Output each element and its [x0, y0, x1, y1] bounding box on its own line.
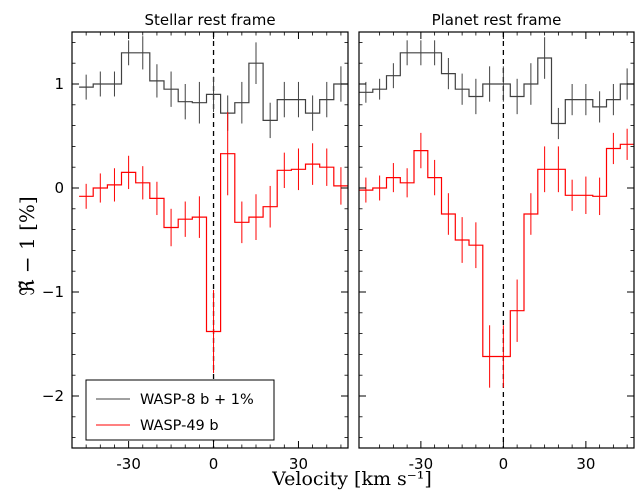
x-tick-label: 0: [499, 455, 509, 473]
y-tick-label: 0: [54, 179, 64, 197]
panel-title: Stellar rest frame: [144, 11, 275, 29]
panel-planet-rest-frame: Planet rest frame -30 0 30: [358, 11, 635, 473]
x-tick-label: 30: [576, 455, 595, 473]
legend-label-wasp8: WASP-8 b + 1%: [140, 392, 254, 408]
x-tick-label: -30: [409, 455, 434, 473]
y-axis-label: ℜ̃ − 1 [%]: [15, 196, 39, 295]
legend: WASP-8 b + 1% WASP-49 b: [85, 379, 275, 441]
plot-frame: [358, 31, 635, 449]
plot-frame: [71, 31, 349, 449]
y-tick-label: −1: [42, 283, 64, 301]
y-tick-label: −2: [42, 387, 64, 405]
series-line-wasp8: [79, 52, 348, 121]
x-tick-label: 0: [209, 455, 219, 473]
panel-title: Planet rest frame: [432, 11, 562, 29]
x-tick-label: -30: [116, 455, 141, 473]
x-tick-label: 30: [289, 455, 308, 473]
series-line-wasp49: [359, 143, 634, 358]
y-tick-label: 1: [54, 75, 64, 93]
x-axis-label: Velocity [km s⁻¹]: [271, 468, 432, 490]
series-line-wasp8: [359, 52, 634, 125]
panel-stellar-rest-frame: Stellar rest frame -30 0 30 1 0 −1 −2: [42, 11, 349, 473]
legend-box: [85, 379, 275, 441]
legend-label-wasp49: WASP-49 b: [140, 418, 219, 434]
